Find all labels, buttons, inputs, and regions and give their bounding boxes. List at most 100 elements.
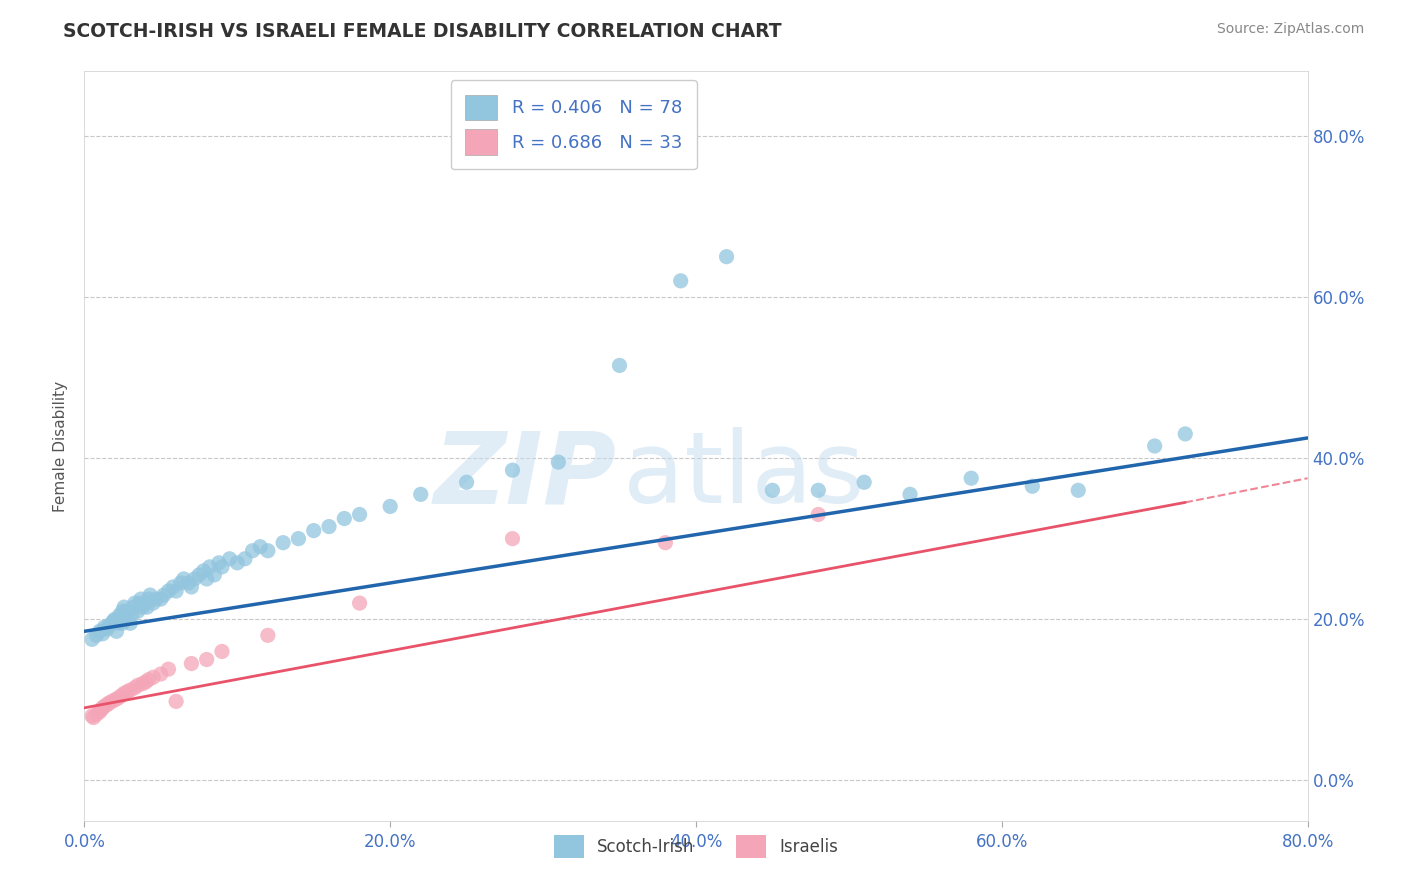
Point bbox=[233, 551, 256, 566]
Point bbox=[89, 624, 111, 639]
Point bbox=[211, 644, 233, 658]
Point bbox=[135, 596, 157, 610]
Point bbox=[108, 608, 131, 623]
Point bbox=[898, 487, 921, 501]
Point bbox=[349, 596, 371, 610]
Point bbox=[669, 274, 692, 288]
Point bbox=[242, 543, 264, 558]
Point bbox=[114, 612, 136, 626]
Point bbox=[111, 604, 134, 618]
Point bbox=[761, 483, 783, 498]
Point bbox=[101, 694, 124, 708]
Point bbox=[96, 622, 118, 636]
Point bbox=[609, 359, 631, 373]
Point bbox=[101, 616, 124, 631]
Point bbox=[131, 600, 153, 615]
Point bbox=[129, 592, 152, 607]
Point bbox=[409, 487, 432, 501]
Point bbox=[960, 471, 983, 485]
Point bbox=[128, 596, 150, 610]
Point bbox=[112, 600, 135, 615]
Point bbox=[120, 616, 142, 631]
Point bbox=[226, 556, 249, 570]
Point bbox=[502, 463, 524, 477]
Point bbox=[149, 592, 172, 607]
Point bbox=[157, 662, 180, 676]
Point bbox=[96, 698, 118, 712]
Point bbox=[142, 670, 165, 684]
Point bbox=[177, 576, 200, 591]
Point bbox=[198, 559, 221, 574]
Point bbox=[807, 508, 830, 522]
Point bbox=[120, 683, 142, 698]
Text: Source: ZipAtlas.com: Source: ZipAtlas.com bbox=[1216, 22, 1364, 37]
Point bbox=[93, 699, 115, 714]
Point bbox=[547, 455, 569, 469]
Point bbox=[112, 686, 135, 700]
Point bbox=[86, 707, 108, 722]
Point bbox=[136, 600, 159, 615]
Point bbox=[107, 691, 129, 706]
Point bbox=[193, 564, 215, 578]
Point bbox=[380, 500, 402, 514]
Point bbox=[162, 580, 184, 594]
Point bbox=[173, 572, 195, 586]
Text: atlas: atlas bbox=[623, 427, 865, 524]
Point bbox=[287, 532, 309, 546]
Point bbox=[105, 624, 128, 639]
Point bbox=[183, 572, 205, 586]
Point bbox=[218, 551, 240, 566]
Point bbox=[165, 584, 187, 599]
Point bbox=[145, 592, 167, 607]
Point bbox=[83, 710, 105, 724]
Point bbox=[86, 628, 108, 642]
Point bbox=[107, 616, 129, 631]
Point bbox=[271, 535, 294, 549]
Point bbox=[257, 628, 280, 642]
Point bbox=[103, 614, 125, 628]
Point bbox=[716, 250, 738, 264]
Legend: Scotch-Irish, Israelis: Scotch-Irish, Israelis bbox=[547, 828, 845, 864]
Point bbox=[302, 524, 325, 538]
Point bbox=[115, 604, 138, 618]
Point bbox=[170, 576, 193, 591]
Point bbox=[139, 588, 162, 602]
Point bbox=[349, 508, 371, 522]
Point bbox=[456, 475, 478, 490]
Point bbox=[91, 701, 114, 715]
Point bbox=[333, 511, 356, 525]
Point bbox=[807, 483, 830, 498]
Point bbox=[149, 667, 172, 681]
Point bbox=[138, 673, 160, 687]
Point bbox=[80, 709, 103, 723]
Point bbox=[1067, 483, 1090, 498]
Point bbox=[124, 596, 146, 610]
Point bbox=[165, 694, 187, 708]
Point bbox=[853, 475, 876, 490]
Point bbox=[1143, 439, 1166, 453]
Point bbox=[80, 632, 103, 647]
Point bbox=[127, 678, 149, 692]
Point bbox=[195, 652, 218, 666]
Point bbox=[208, 556, 231, 570]
Point bbox=[97, 618, 120, 632]
Point bbox=[131, 676, 153, 690]
Point bbox=[115, 684, 138, 698]
Point bbox=[1021, 479, 1043, 493]
Point bbox=[188, 568, 211, 582]
Text: ZIP: ZIP bbox=[433, 427, 616, 524]
Point bbox=[104, 693, 127, 707]
Y-axis label: Female Disability: Female Disability bbox=[53, 380, 69, 512]
Point bbox=[157, 584, 180, 599]
Point bbox=[93, 620, 115, 634]
Point bbox=[89, 705, 111, 719]
Point bbox=[654, 535, 676, 549]
Point bbox=[122, 600, 145, 615]
Point bbox=[121, 608, 143, 623]
Point bbox=[195, 572, 218, 586]
Point bbox=[110, 689, 132, 703]
Point bbox=[97, 696, 120, 710]
Point bbox=[318, 519, 340, 533]
Point bbox=[249, 540, 271, 554]
Point bbox=[91, 626, 114, 640]
